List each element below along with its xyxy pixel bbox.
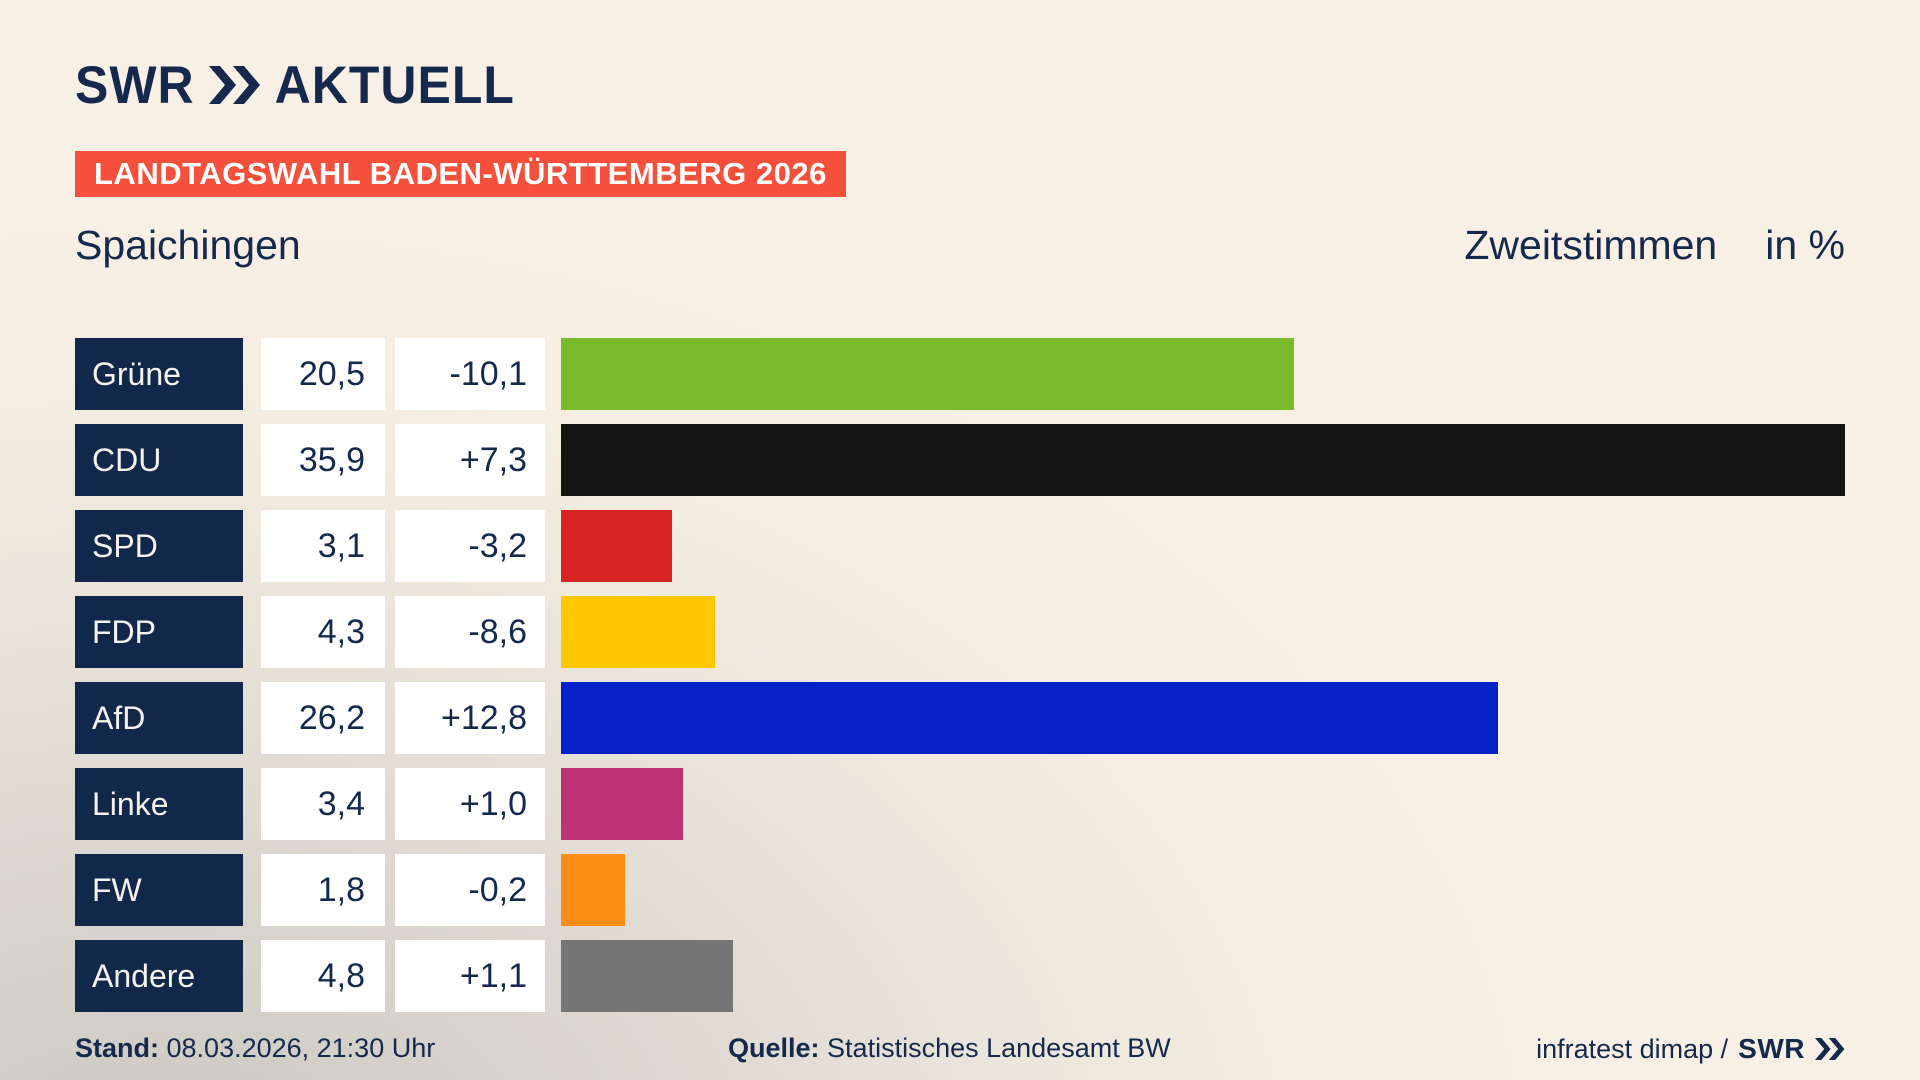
change-cell: -0,2 (395, 854, 545, 926)
stand-label: Stand: (75, 1033, 159, 1063)
change-cell: -10,1 (395, 338, 545, 410)
table-row: Grüne 20,5 -10,1 (75, 338, 1845, 410)
bar-track (561, 510, 1845, 582)
party-label: FDP (75, 596, 243, 668)
party-label: Grüne (75, 338, 243, 410)
bar (561, 424, 1845, 496)
change-cell: -8,6 (395, 596, 545, 668)
stand-value: 08.03.2026, 21:30 Uhr (166, 1033, 436, 1063)
party-label: FW (75, 854, 243, 926)
value-cell: 1,8 (261, 854, 385, 926)
change-cell: +1,0 (395, 768, 545, 840)
value-cell: 3,4 (261, 768, 385, 840)
bar-track (561, 424, 1845, 496)
bar (561, 596, 715, 668)
value-cell: 26,2 (261, 682, 385, 754)
party-label: SPD (75, 510, 243, 582)
bar (561, 940, 733, 1012)
credit-logo-text: SWR (1738, 1033, 1805, 1064)
source-value: Statistisches Landesamt BW (827, 1033, 1171, 1063)
table-row: AfD 26,2 +12,8 (75, 682, 1845, 754)
bar (561, 768, 683, 840)
footer: Stand: 08.03.2026, 21:30 Uhr Quelle: Sta… (75, 1033, 1845, 1073)
stand-timestamp: Stand: 08.03.2026, 21:30 Uhr (75, 1033, 435, 1064)
double-chevron-icon (208, 66, 261, 104)
logo-text: SWR (75, 55, 195, 115)
source-note: Quelle: Statistisches Landesamt BW (728, 1033, 1171, 1064)
change-cell: +12,8 (395, 682, 545, 754)
unit-label: in % (1765, 222, 1845, 268)
bar-track (561, 768, 1845, 840)
measure-title: Zweitstimmen in % (1464, 222, 1845, 269)
change-cell: +7,3 (395, 424, 545, 496)
party-label: AfD (75, 682, 243, 754)
bar-chart: Grüne 20,5 -10,1 CDU 35,9 +7,3 SPD 3,1 -3,2 FDP 4,… (75, 338, 1845, 1026)
table-row: FDP 4,3 -8,6 (75, 596, 1845, 668)
value-cell: 3,1 (261, 510, 385, 582)
bar (561, 338, 1295, 410)
party-label: Linke (75, 768, 243, 840)
table-row: Linke 3,4 +1,0 (75, 768, 1845, 840)
title-row: Spaichingen Zweitstimmen in % (75, 222, 1845, 272)
page-title: Spaichingen (75, 222, 301, 268)
party-label: Andere (75, 940, 243, 1012)
value-cell: 35,9 (261, 424, 385, 496)
value-cell: 4,3 (261, 596, 385, 668)
bar-track (561, 940, 1845, 1012)
election-banner: LANDTAGSWAHL BADEN-WÜRTTEMBERG 2026 (75, 151, 846, 197)
bar-track (561, 596, 1845, 668)
measure-label: Zweitstimmen (1464, 222, 1718, 268)
bar (561, 510, 672, 582)
table-row: FW 1,8 -0,2 (75, 854, 1845, 926)
change-cell: +1,1 (395, 940, 545, 1012)
logo-suffix: AKTUELL (274, 55, 515, 115)
bar-track (561, 854, 1845, 926)
party-label: CDU (75, 424, 243, 496)
table-row: Andere 4,8 +1,1 (75, 940, 1845, 1012)
bar (561, 854, 626, 926)
bar-track (561, 338, 1845, 410)
swr-aktuell-logo: SWR AKTUELL (75, 55, 515, 115)
value-cell: 4,8 (261, 940, 385, 1012)
source-label: Quelle: (728, 1033, 820, 1063)
credit-note: infratest dimap / SWR (1536, 1033, 1845, 1065)
table-row: CDU 35,9 +7,3 (75, 424, 1845, 496)
bar (561, 682, 1499, 754)
value-cell: 20,5 (261, 338, 385, 410)
credit-text: infratest dimap / (1536, 1033, 1729, 1064)
credit-double-chevron-icon (1815, 1038, 1845, 1060)
change-cell: -3,2 (395, 510, 545, 582)
table-row: SPD 3,1 -3,2 (75, 510, 1845, 582)
bar-track (561, 682, 1845, 754)
